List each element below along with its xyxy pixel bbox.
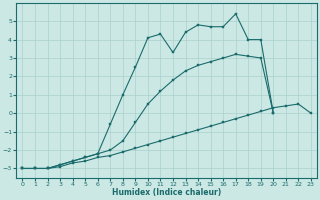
- X-axis label: Humidex (Indice chaleur): Humidex (Indice chaleur): [112, 188, 221, 197]
